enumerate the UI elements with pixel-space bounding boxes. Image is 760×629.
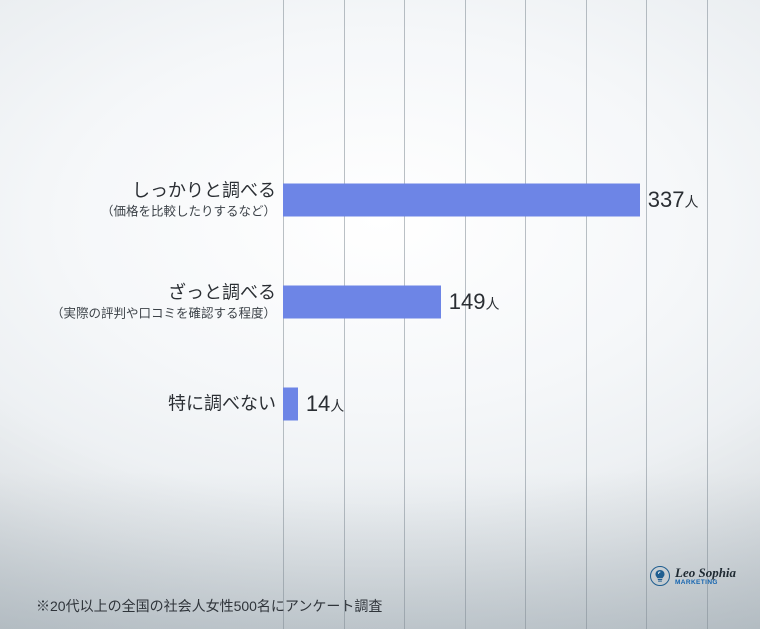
category-label: 特に調べない: [168, 391, 276, 416]
category-label: ざっと調べる: [51, 281, 276, 306]
value-label: 149人: [449, 289, 500, 315]
category-sublabel: （価格を比較したりするなど）: [101, 204, 276, 222]
value-unit: 人: [330, 396, 344, 416]
value-label: 337人: [648, 187, 699, 213]
bar: [283, 184, 640, 217]
brand-logo: Leo Sophia MARKETING: [650, 566, 736, 586]
brand-name: Leo Sophia: [675, 566, 736, 579]
gridline: [586, 0, 587, 629]
value-unit: 人: [685, 192, 699, 212]
footnote-text: ※20代以上の全国の社会人女性500名にアンケート調査: [36, 596, 382, 616]
gridline: [646, 0, 647, 629]
bar-chart: しっかりと調べる（価格を比較したりするなど）337人ざっと調べる（実際の評判や口…: [0, 0, 760, 629]
gridline: [707, 0, 708, 629]
bar: [283, 388, 298, 421]
brand-subname: MARKETING: [675, 579, 736, 586]
category-sublabel: （実際の評判や口コミを確認する程度）: [51, 306, 276, 324]
category-label-block: しっかりと調べる（価格を比較したりするなど）: [101, 179, 276, 222]
value-unit: 人: [485, 294, 499, 314]
lightbulb-icon: [650, 566, 670, 586]
category-label-block: ざっと調べる（実際の評判や口コミを確認する程度）: [51, 281, 276, 324]
gridline: [525, 0, 526, 629]
value-number: 337: [648, 187, 685, 213]
category-label-block: 特に調べない: [168, 391, 276, 416]
category-label: しっかりと調べる: [101, 179, 276, 204]
value-number: 14: [306, 391, 330, 417]
value-number: 149: [449, 289, 486, 315]
value-label: 14人: [306, 391, 344, 417]
bar: [283, 286, 441, 319]
brand-text-block: Leo Sophia MARKETING: [675, 566, 736, 586]
